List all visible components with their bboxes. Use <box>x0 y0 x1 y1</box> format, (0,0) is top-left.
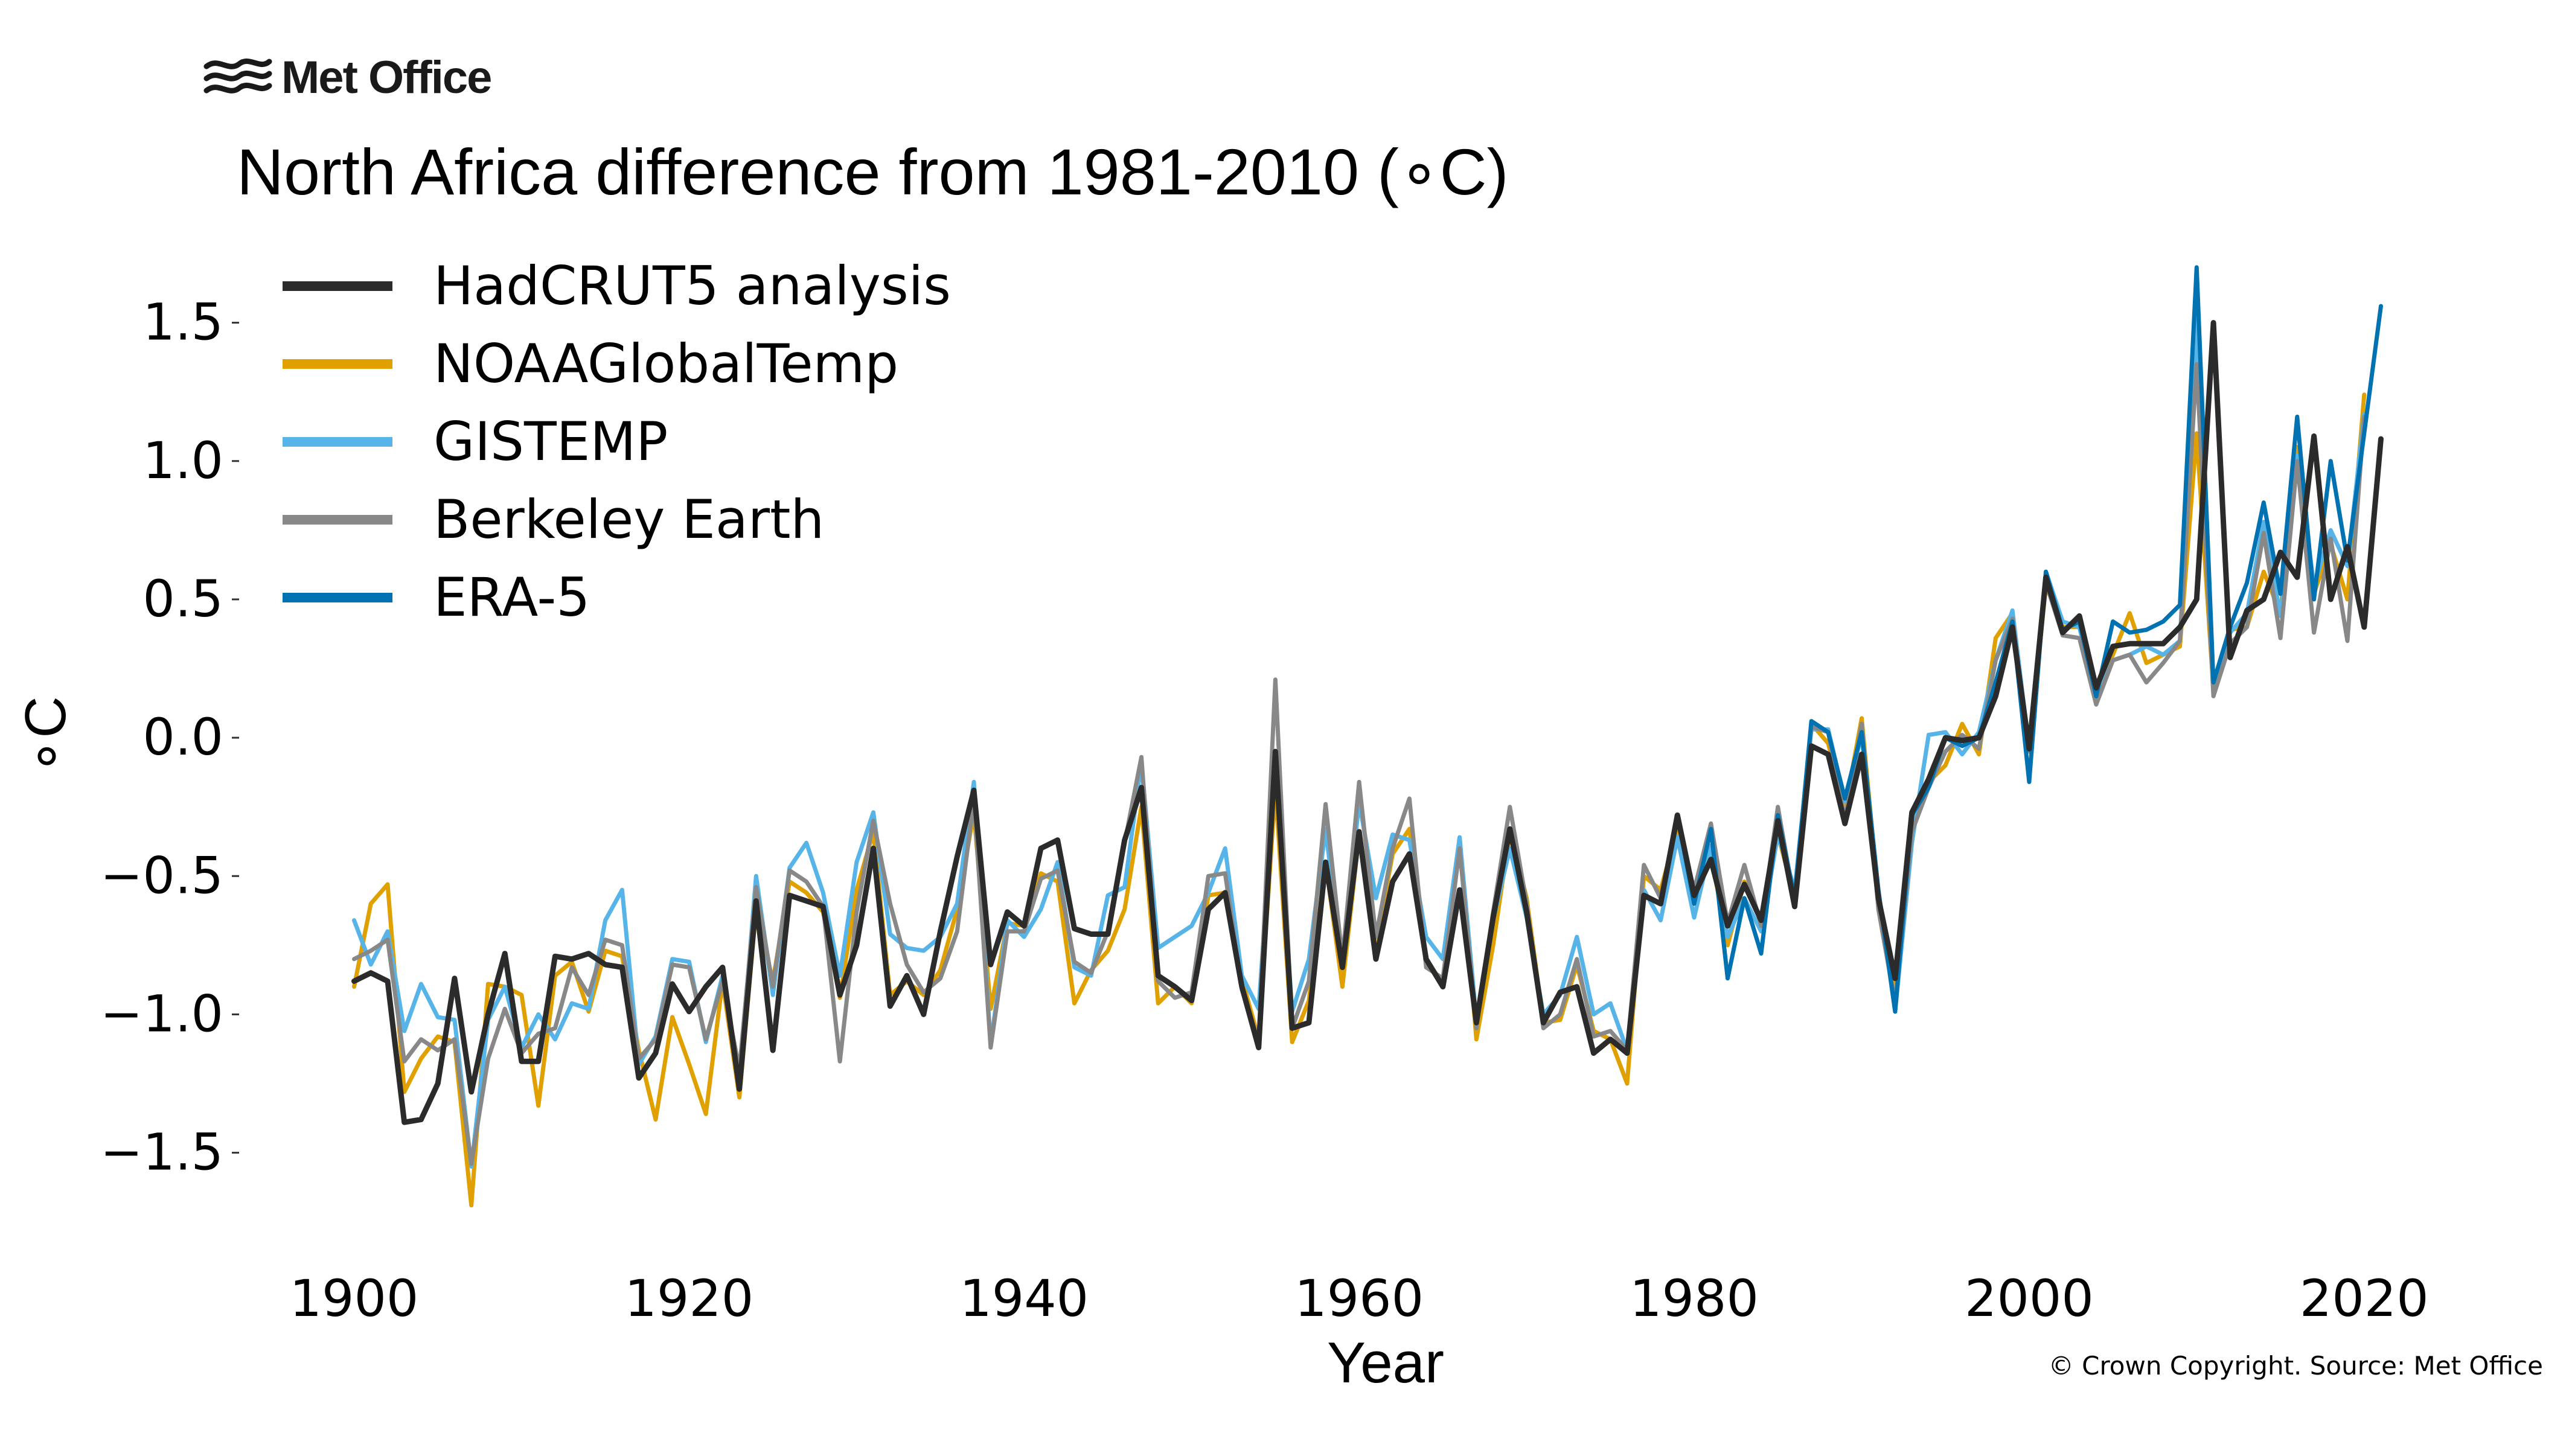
series-line-era-5 <box>1675 265 2383 1014</box>
y-tick-label: 1.5 <box>142 293 223 352</box>
y-axis-label: ∘C <box>13 696 78 774</box>
wave-logo-icon <box>203 58 272 94</box>
copyright-text: © Crown Copyright. Source: Met Office <box>2048 1351 2543 1381</box>
y-tick-label: 1.0 <box>142 431 223 490</box>
y-tick-label: 0.5 <box>142 569 223 628</box>
legend-label: HadCRUT5 analysis <box>433 255 951 317</box>
legend-label: ERA-5 <box>433 566 590 628</box>
x-tick-label: 2000 <box>1965 1269 2094 1328</box>
x-tick-label: 1940 <box>959 1269 1089 1328</box>
x-tick-label: 2020 <box>2300 1269 2429 1328</box>
y-tick-label: −1.0 <box>100 984 223 1043</box>
legend-label: Berkeley Earth <box>433 488 824 551</box>
x-tick-label: 1920 <box>624 1269 753 1328</box>
x-tick-label: 1960 <box>1294 1269 1424 1328</box>
series-line-berkeley-earth <box>352 362 2367 1166</box>
y-tick-label: 0.0 <box>142 707 223 767</box>
logo-text: Met Office <box>281 51 492 103</box>
y-tick-label: −1.5 <box>100 1123 223 1182</box>
legend-label: GISTEMP <box>433 410 668 473</box>
legend-label: NOAAGlobalTemp <box>433 333 898 395</box>
series-line-hadcrut5-analysis <box>351 320 2384 1125</box>
y-tick-label: −0.5 <box>100 846 223 905</box>
chart-title: North Africa difference from 1981-2010 (… <box>237 135 1509 208</box>
met-office-logo: Met Office <box>202 47 492 107</box>
x-tick-label: 1900 <box>290 1269 419 1328</box>
x-axis-label: Year <box>1327 1330 1444 1395</box>
x-tick-label: 1980 <box>1630 1269 1759 1328</box>
